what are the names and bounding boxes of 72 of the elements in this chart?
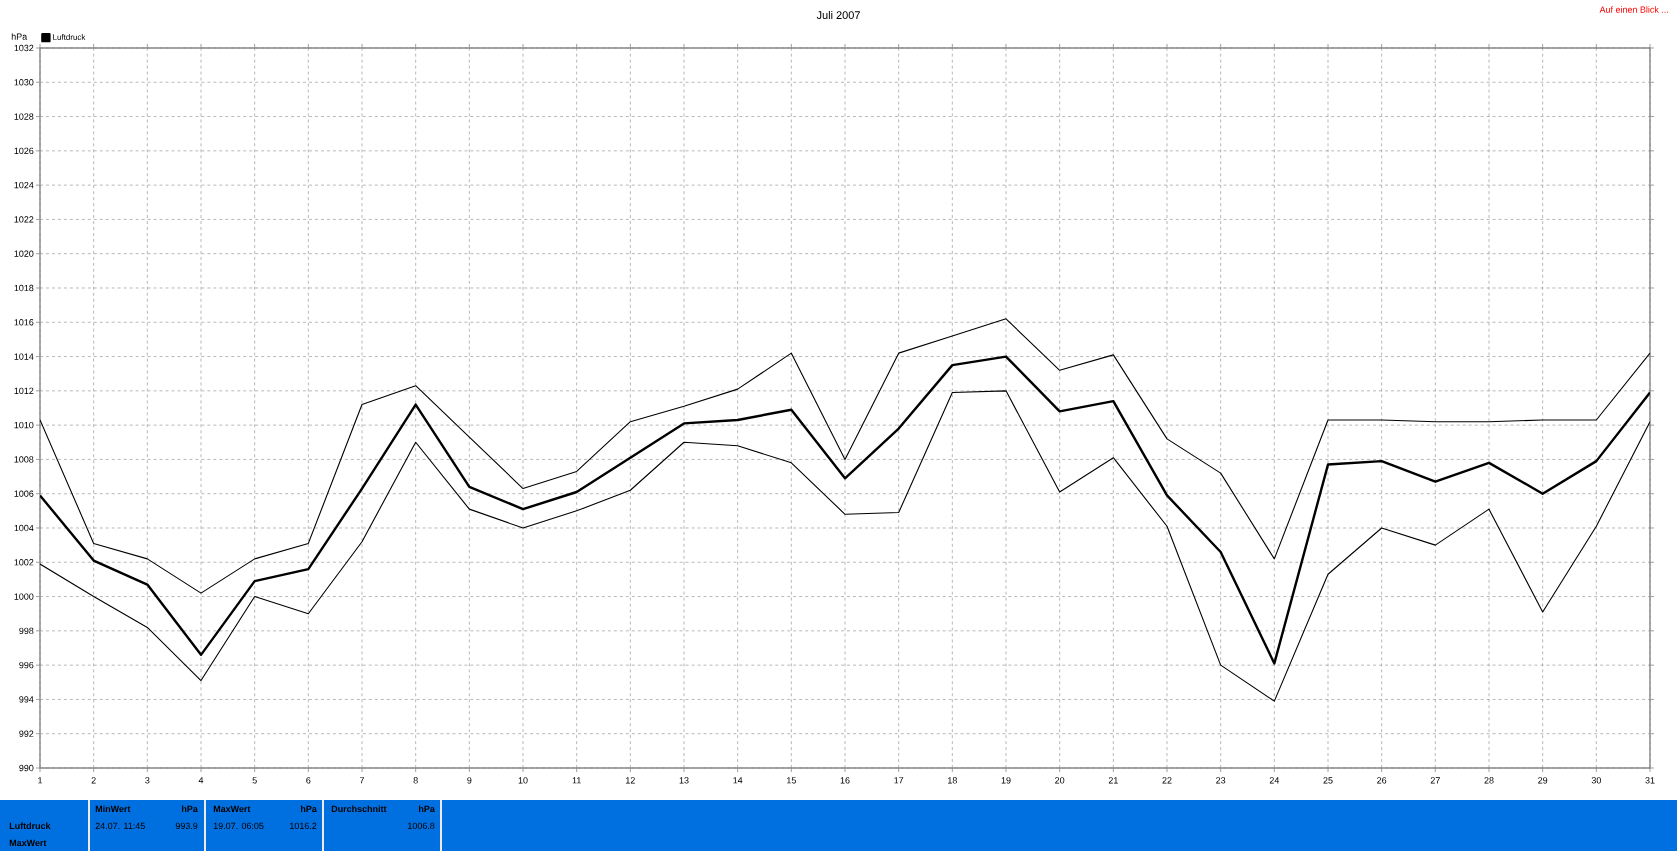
y-tick-label: 1010 <box>14 421 34 429</box>
x-tick-label: 18 <box>948 777 957 784</box>
text: hPa <box>418 805 435 813</box>
chart-title: Juli 2007 <box>816 10 860 20</box>
x-tick-label: 9 <box>467 777 472 784</box>
text: MinWert <box>95 805 131 813</box>
x-tick-label: 22 <box>1162 777 1172 784</box>
y-tick-label: 996 <box>19 661 34 669</box>
y-tick-label: 1018 <box>14 284 34 292</box>
x-tick-label: 6 <box>306 777 311 784</box>
y-tick-label: 1028 <box>14 113 34 120</box>
y-tick-label: 990 <box>19 764 34 772</box>
x-tick-label: 14 <box>733 777 743 784</box>
y-tick-label: 1026 <box>14 147 34 155</box>
x-tick-label: 1 <box>38 777 43 784</box>
y-tick-label: 1000 <box>14 593 34 600</box>
y-axis-title: hPa <box>11 33 28 40</box>
text: 1016.2 <box>290 822 317 830</box>
y-tick-label: 998 <box>19 627 34 635</box>
text: Luftdruck <box>9 822 51 830</box>
x-tick-label: 19 <box>1001 777 1011 784</box>
x-tick-label: 15 <box>787 777 796 784</box>
x-tick-label: 11 <box>572 777 581 784</box>
text: Durchschnitt <box>331 805 387 813</box>
text: 24.07. 11:45 <box>95 822 145 830</box>
x-tick-label: 4 <box>198 777 204 784</box>
y-tick-label: 1024 <box>14 181 34 189</box>
x-tick-label: 13 <box>679 777 689 784</box>
x-tick-label: 8 <box>413 777 418 784</box>
text: 1006.8 <box>408 822 435 830</box>
text: Auf einen Blick ... <box>1599 6 1668 13</box>
text: 19.07. 06:05 <box>213 822 264 830</box>
x-tick-label: 5 <box>252 777 257 784</box>
text: hPa <box>181 805 198 813</box>
x-tick-label: 7 <box>359 777 365 784</box>
y-tick-label: 1002 <box>14 559 34 566</box>
x-tick-label: 3 <box>145 777 150 784</box>
y-tick-label: 1020 <box>14 250 34 257</box>
y-tick-label: 1030 <box>14 79 34 86</box>
x-tick-label: 17 <box>894 777 904 784</box>
line-series <box>40 390 1650 702</box>
x-tick-label: 2 <box>91 777 96 784</box>
x-tick-label: 25 <box>1323 777 1333 784</box>
x-tick-label: 24 <box>1269 777 1280 784</box>
text: 993.9 <box>175 822 198 830</box>
x-tick-label: 30 <box>1591 777 1601 784</box>
text: MaxWert <box>213 805 251 813</box>
text: MaxWert <box>9 839 47 847</box>
x-tick-label: 28 <box>1484 777 1494 784</box>
y-tick-label: 1014 <box>14 353 34 360</box>
line-series <box>40 355 1650 665</box>
x-tick-label: 12 <box>626 777 635 784</box>
y-tick-label: 1032 <box>14 44 34 52</box>
y-tick-label: 1006 <box>14 490 34 497</box>
y-tick-label: 1016 <box>14 319 34 326</box>
y-tick-label: 1008 <box>14 456 34 463</box>
x-tick-label: 23 <box>1216 777 1226 784</box>
y-tick-label: 1022 <box>14 216 34 223</box>
x-tick-label: 26 <box>1377 777 1387 784</box>
y-tick-label: 992 <box>19 730 34 737</box>
x-tick-label: 21 <box>1108 777 1118 784</box>
text: hPa <box>300 805 317 813</box>
x-tick-label: 10 <box>518 777 528 784</box>
x-tick-label: 27 <box>1430 777 1440 784</box>
y-tick-label: 1004 <box>14 524 34 532</box>
x-tick-label: 16 <box>840 777 850 784</box>
y-tick-label: 1012 <box>14 387 34 395</box>
line-series <box>40 318 1650 594</box>
x-tick-label: 31 <box>1645 777 1655 784</box>
x-tick-label: 29 <box>1538 777 1548 784</box>
y-tick-label: 994 <box>19 696 34 703</box>
x-tick-label: 20 <box>1055 777 1065 784</box>
